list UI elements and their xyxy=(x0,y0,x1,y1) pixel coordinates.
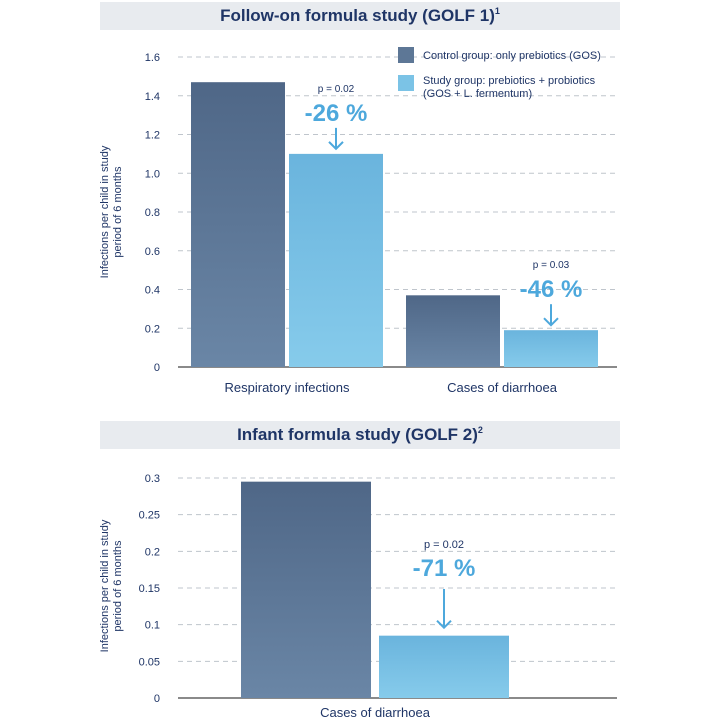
x-tick-label: Cases of diarrhoea xyxy=(320,705,431,720)
y-tick-label: 1.2 xyxy=(145,130,160,142)
chart2-plot: 0 0.05 0.1 0.15 0.2 0.25 0.3 Infections per chi… xyxy=(99,473,617,720)
y-axis-label: Infections per child in studyperiod of 6… xyxy=(99,145,124,278)
y-tick-label: 0.8 xyxy=(145,207,160,219)
legend-label-control: Control group: only prebiotics (GOS) xyxy=(423,50,601,62)
bar-control xyxy=(191,82,285,367)
x-tick-label: Respiratory infections xyxy=(225,380,350,395)
p-value-label: p = 0.02 xyxy=(318,84,355,95)
p-value-label: p = 0.02 xyxy=(424,539,464,551)
y-tick-label: 1.4 xyxy=(145,91,160,103)
chart2-title: Infant formula study (GOLF 2)2 xyxy=(237,425,483,444)
y-tick-label: 0.05 xyxy=(139,656,160,668)
y-tick-label: 0.4 xyxy=(145,285,160,297)
y-tick-label: 0.6 xyxy=(145,246,160,258)
y-tick-label: 0 xyxy=(154,693,160,705)
change-arrow-head xyxy=(436,619,452,630)
legend-swatch-control xyxy=(398,47,414,63)
x-tick-label: Cases of diarrhoea xyxy=(447,380,558,395)
p-value-label: p = 0.03 xyxy=(533,260,570,271)
change-label: -46 % xyxy=(520,276,583,303)
y-tick-label: 1.6 xyxy=(145,52,160,64)
bar-study xyxy=(504,330,598,367)
y-tick-label: 0.2 xyxy=(145,323,160,335)
change-arrow-head xyxy=(328,141,344,151)
y-tick-label: 0 xyxy=(154,362,160,374)
chart1-title-band: Follow-on formula study (GOLF 1)1 xyxy=(100,2,620,30)
change-arrow-head xyxy=(543,317,559,327)
chart2-title-band: Infant formula study (GOLF 2)2 xyxy=(100,421,620,449)
legend-swatch-study xyxy=(398,75,414,91)
legend-label-study-line2: (GOS + L. fermentum) xyxy=(423,88,532,100)
legend-label-study: Study group: prebiotics + probiotics xyxy=(423,75,596,87)
y-tick-label: 0.2 xyxy=(145,546,160,558)
y-tick-label: 0.25 xyxy=(139,510,160,522)
change-label: -26 % xyxy=(305,100,368,127)
chart1-plot: 0 0.2 0.4 0.6 0.8 1.0 1.2 1.4 1.6 Infections per … xyxy=(99,47,617,395)
change-label: -71 % xyxy=(413,555,476,582)
bar-control xyxy=(241,481,371,698)
y-tick-label: 0.3 xyxy=(145,473,160,485)
bar-study xyxy=(289,153,383,367)
y-tick-label: 0.15 xyxy=(139,583,160,595)
y-tick-label: 1.0 xyxy=(145,168,160,180)
chart1-title: Follow-on formula study (GOLF 1)1 xyxy=(220,6,500,25)
y-tick-label: 0.1 xyxy=(145,620,160,632)
bar-control xyxy=(406,295,500,367)
bar-study xyxy=(379,635,509,698)
y-axis-label: Infections per child in studyperiod of 6… xyxy=(99,519,124,652)
